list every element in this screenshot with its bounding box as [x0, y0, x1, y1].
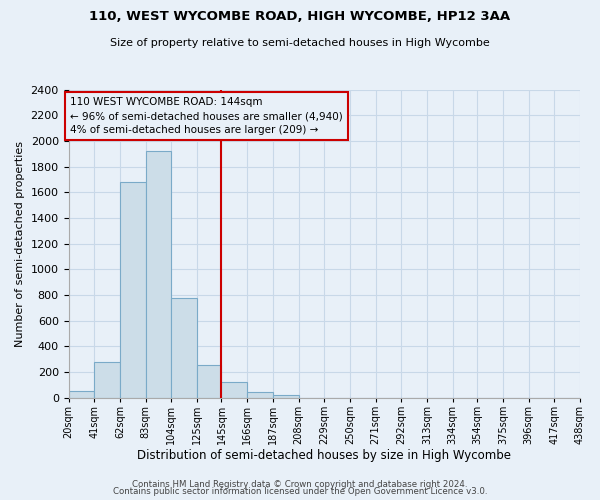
- Bar: [273, 395, 299, 398]
- Y-axis label: Number of semi-detached properties: Number of semi-detached properties: [15, 140, 25, 346]
- Bar: [146, 151, 172, 398]
- Bar: [172, 298, 197, 398]
- Text: Contains public sector information licensed under the Open Government Licence v3: Contains public sector information licen…: [113, 488, 487, 496]
- Bar: [197, 365, 221, 398]
- Bar: [94, 362, 120, 398]
- Text: 110 WEST WYCOMBE ROAD: 144sqm
← 96% of semi-detached houses are smaller (4,940)
: 110 WEST WYCOMBE ROAD: 144sqm ← 96% of s…: [70, 97, 343, 135]
- Bar: [68, 390, 94, 398]
- Bar: [247, 392, 273, 398]
- Bar: [221, 382, 247, 398]
- X-axis label: Distribution of semi-detached houses by size in High Wycombe: Distribution of semi-detached houses by …: [137, 450, 511, 462]
- Text: Contains HM Land Registry data © Crown copyright and database right 2024.: Contains HM Land Registry data © Crown c…: [132, 480, 468, 489]
- Text: Size of property relative to semi-detached houses in High Wycombe: Size of property relative to semi-detach…: [110, 38, 490, 48]
- Text: 110, WEST WYCOMBE ROAD, HIGH WYCOMBE, HP12 3AA: 110, WEST WYCOMBE ROAD, HIGH WYCOMBE, HP…: [89, 10, 511, 23]
- Bar: [120, 182, 146, 398]
